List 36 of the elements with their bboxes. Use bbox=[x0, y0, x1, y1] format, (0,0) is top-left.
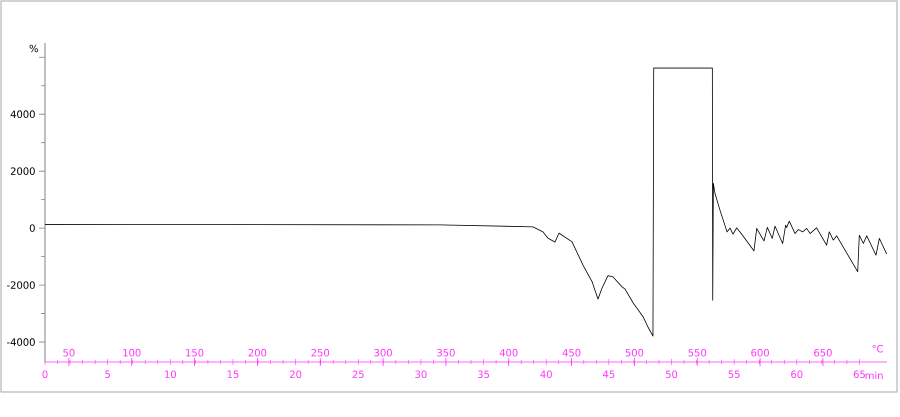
x2-axis-title: °C bbox=[872, 344, 883, 352]
x2-tick-label: 650 bbox=[814, 348, 832, 356]
x-tick-label: 40 bbox=[540, 370, 552, 378]
x-tick-label: 45 bbox=[602, 370, 614, 378]
x2-tick-label: 150 bbox=[186, 348, 204, 356]
x2-tick-label: 300 bbox=[374, 348, 392, 356]
y-tick-label: -4000 bbox=[7, 338, 35, 346]
y-tick-label: 2000 bbox=[10, 167, 35, 175]
x2-tick-label: 600 bbox=[751, 348, 769, 356]
line-series bbox=[45, 68, 888, 336]
y-tick-label: 0 bbox=[30, 224, 35, 232]
x-tick-label: 65 bbox=[854, 370, 865, 378]
x-tick-label: 20 bbox=[290, 370, 302, 378]
x-tick-label: 50 bbox=[666, 370, 678, 378]
x2-tick-label: 50 bbox=[63, 348, 75, 356]
x-tick-label: 25 bbox=[352, 370, 364, 378]
x-tick-label: 5 bbox=[105, 370, 110, 378]
x-tick-label: 30 bbox=[415, 370, 427, 378]
x-tick-label: 10 bbox=[165, 370, 176, 378]
x-axis-title: min bbox=[866, 372, 883, 380]
y-tick-label: 4000 bbox=[10, 110, 35, 118]
x-tick-label: 60 bbox=[791, 370, 802, 378]
y-axis-title: % bbox=[30, 44, 38, 52]
y-tick-label: -2000 bbox=[7, 281, 35, 289]
x2-tick-label: 200 bbox=[248, 348, 266, 356]
x-tick-label: 15 bbox=[228, 370, 238, 378]
x2-tick-label: 400 bbox=[500, 348, 518, 356]
x2-tick-label: 500 bbox=[626, 348, 644, 356]
x2-tick-label: 550 bbox=[688, 348, 706, 356]
x2-tick-label: 350 bbox=[437, 348, 455, 356]
x2-tick-label: 250 bbox=[311, 348, 330, 356]
x2-tick-label: 100 bbox=[123, 348, 141, 356]
x2-tick-label: 450 bbox=[562, 348, 580, 356]
x-tick-label: 35 bbox=[478, 370, 490, 378]
x-tick-label: 0 bbox=[42, 370, 48, 378]
x-tick-label: 55 bbox=[728, 370, 740, 378]
